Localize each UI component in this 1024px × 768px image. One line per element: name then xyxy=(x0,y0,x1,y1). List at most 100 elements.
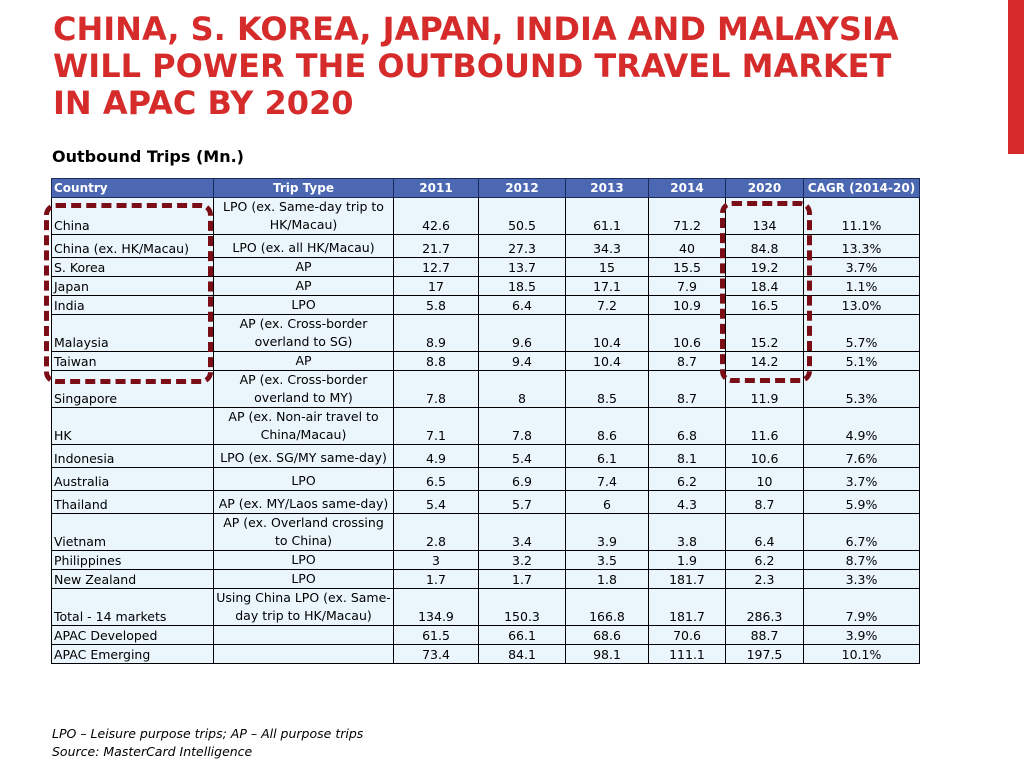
cell-cagr: 5.1% xyxy=(803,351,920,371)
cell-2014: 181.7 xyxy=(648,588,726,626)
cell-2013: 34.3 xyxy=(565,234,649,258)
cell-2012: 1.7 xyxy=(478,569,566,589)
cell-2020: 10.6 xyxy=(725,444,804,468)
cell-trip-type: AP xyxy=(213,351,394,371)
header-trip-type: Trip Type xyxy=(213,178,394,198)
cell-2014: 3.8 xyxy=(648,513,726,551)
cell-trip-type: LPO (ex. Same-day trip to HK/Macau) xyxy=(213,197,394,235)
cell-country: Japan xyxy=(51,276,214,296)
cell-cagr: 3.3% xyxy=(803,569,920,589)
table-row: APAC Developed 61.5 66.1 68.6 70.6 88.7 3.9% xyxy=(51,625,920,645)
table-row: Thailand AP (ex. MY/Laos same-day) 5.4 5.7 6… xyxy=(51,490,920,514)
cell-2014: 70.6 xyxy=(648,625,726,645)
cell-country: Malaysia xyxy=(51,314,214,352)
cell-2013: 7.2 xyxy=(565,295,649,315)
outbound-trips-table: Country Trip Type 2011 2012 2013 2014 20… xyxy=(51,178,920,664)
cell-country: India xyxy=(51,295,214,315)
cell-country: Australia xyxy=(51,467,214,491)
cell-trip-type: AP (ex. MY/Laos same-day) xyxy=(213,490,394,514)
cell-2020: 8.7 xyxy=(725,490,804,514)
accent-bar xyxy=(1008,0,1024,154)
cell-2011: 1.7 xyxy=(393,569,479,589)
cell-trip-type xyxy=(213,625,394,645)
cell-country: New Zealand xyxy=(51,569,214,589)
footnote-source: Source: MasterCard Intelligence xyxy=(52,744,253,759)
table-row: APAC Emerging 73.4 84.1 98.1 111.1 197.5 10.1% xyxy=(51,644,920,664)
cell-2012: 9.4 xyxy=(478,351,566,371)
highlight-box-2020 xyxy=(720,201,812,383)
cell-2013: 98.1 xyxy=(565,644,649,664)
cell-2014: 10.6 xyxy=(648,314,726,352)
cell-2014: 7.9 xyxy=(648,276,726,296)
header-cagr: CAGR (2014-20) xyxy=(803,178,920,198)
table-row: HK AP (ex. Non-air travel to China/Macau)… xyxy=(51,407,920,445)
cell-trip-type: LPO (ex. SG/MY same-day) xyxy=(213,444,394,468)
cell-trip-type: AP xyxy=(213,257,394,277)
cell-2011: 134.9 xyxy=(393,588,479,626)
table-header-row: Country Trip Type 2011 2012 2013 2014 20… xyxy=(51,178,920,198)
table-row: Singapore AP (ex. Cross-border overland t… xyxy=(51,370,920,408)
cell-2020: 6.2 xyxy=(725,550,804,570)
cell-trip-type: AP (ex. Overland crossing to China) xyxy=(213,513,394,551)
table-subtitle: Outbound Trips (Mn.) xyxy=(52,147,244,166)
cell-cagr: 5.9% xyxy=(803,490,920,514)
header-2013: 2013 xyxy=(565,178,649,198)
table-row: Malaysia AP (ex. Cross-border overland to… xyxy=(51,314,920,352)
cell-2012: 6.4 xyxy=(478,295,566,315)
cell-country: Philippines xyxy=(51,550,214,570)
header-2011: 2011 xyxy=(393,178,479,198)
cell-2012: 3.4 xyxy=(478,513,566,551)
cell-2011: 42.6 xyxy=(393,197,479,235)
cell-cagr: 6.7% xyxy=(803,513,920,551)
cell-cagr: 7.6% xyxy=(803,444,920,468)
cell-cagr: 3.9% xyxy=(803,625,920,645)
header-2014: 2014 xyxy=(648,178,726,198)
cell-2011: 8.9 xyxy=(393,314,479,352)
cell-cagr: 10.1% xyxy=(803,644,920,664)
cell-2013: 3.5 xyxy=(565,550,649,570)
cell-2013: 15 xyxy=(565,257,649,277)
table-row: Vietnam AP (ex. Overland crossing to Chin… xyxy=(51,513,920,551)
table-row: Japan AP 17 18.5 17.1 7.9 18.4 1.1% xyxy=(51,276,920,296)
cell-2013: 6.1 xyxy=(565,444,649,468)
cell-2013: 68.6 xyxy=(565,625,649,645)
table-row: Australia LPO 6.5 6.9 7.4 6.2 10 3.7% xyxy=(51,467,920,491)
cell-2012: 13.7 xyxy=(478,257,566,277)
cell-2012: 6.9 xyxy=(478,467,566,491)
cell-2014: 15.5 xyxy=(648,257,726,277)
cell-2014: 6.8 xyxy=(648,407,726,445)
cell-2012: 5.7 xyxy=(478,490,566,514)
cell-2013: 3.9 xyxy=(565,513,649,551)
cell-2012: 66.1 xyxy=(478,625,566,645)
cell-2013: 1.8 xyxy=(565,569,649,589)
cell-2020: 88.7 xyxy=(725,625,804,645)
table-row: China (ex. HK/Macau) LPO (ex. all HK/Maca… xyxy=(51,234,920,258)
cell-2013: 10.4 xyxy=(565,314,649,352)
table-row: Philippines LPO 3 3.2 3.5 1.9 6.2 8.7% xyxy=(51,550,920,570)
cell-2014: 111.1 xyxy=(648,644,726,664)
cell-country: Total - 14 markets xyxy=(51,588,214,626)
cell-2013: 10.4 xyxy=(565,351,649,371)
cell-2020: 84.8 xyxy=(725,234,804,258)
cell-2014: 181.7 xyxy=(648,569,726,589)
table-row: Indonesia LPO (ex. SG/MY same-day) 4.9 5.4 6… xyxy=(51,444,920,468)
cell-2014: 10.9 xyxy=(648,295,726,315)
header-2012: 2012 xyxy=(478,178,566,198)
cell-country: APAC Emerging xyxy=(51,644,214,664)
cell-2011: 12.7 xyxy=(393,257,479,277)
cell-cagr: 1.1% xyxy=(803,276,920,296)
cell-2011: 73.4 xyxy=(393,644,479,664)
header-2020: 2020 xyxy=(725,178,804,198)
cell-2020: 6.4 xyxy=(725,513,804,551)
cell-country: APAC Developed xyxy=(51,625,214,645)
cell-2014: 8.7 xyxy=(648,370,726,408)
cell-2013: 166.8 xyxy=(565,588,649,626)
cell-2014: 8.1 xyxy=(648,444,726,468)
cell-trip-type: LPO xyxy=(213,467,394,491)
cell-2014: 40 xyxy=(648,234,726,258)
slide-title: CHINA, S. KOREA, JAPAN, INDIA AND MALAYS… xyxy=(53,10,899,122)
cell-2011: 2.8 xyxy=(393,513,479,551)
cell-country: HK xyxy=(51,407,214,445)
cell-2012: 27.3 xyxy=(478,234,566,258)
cell-2011: 7.8 xyxy=(393,370,479,408)
